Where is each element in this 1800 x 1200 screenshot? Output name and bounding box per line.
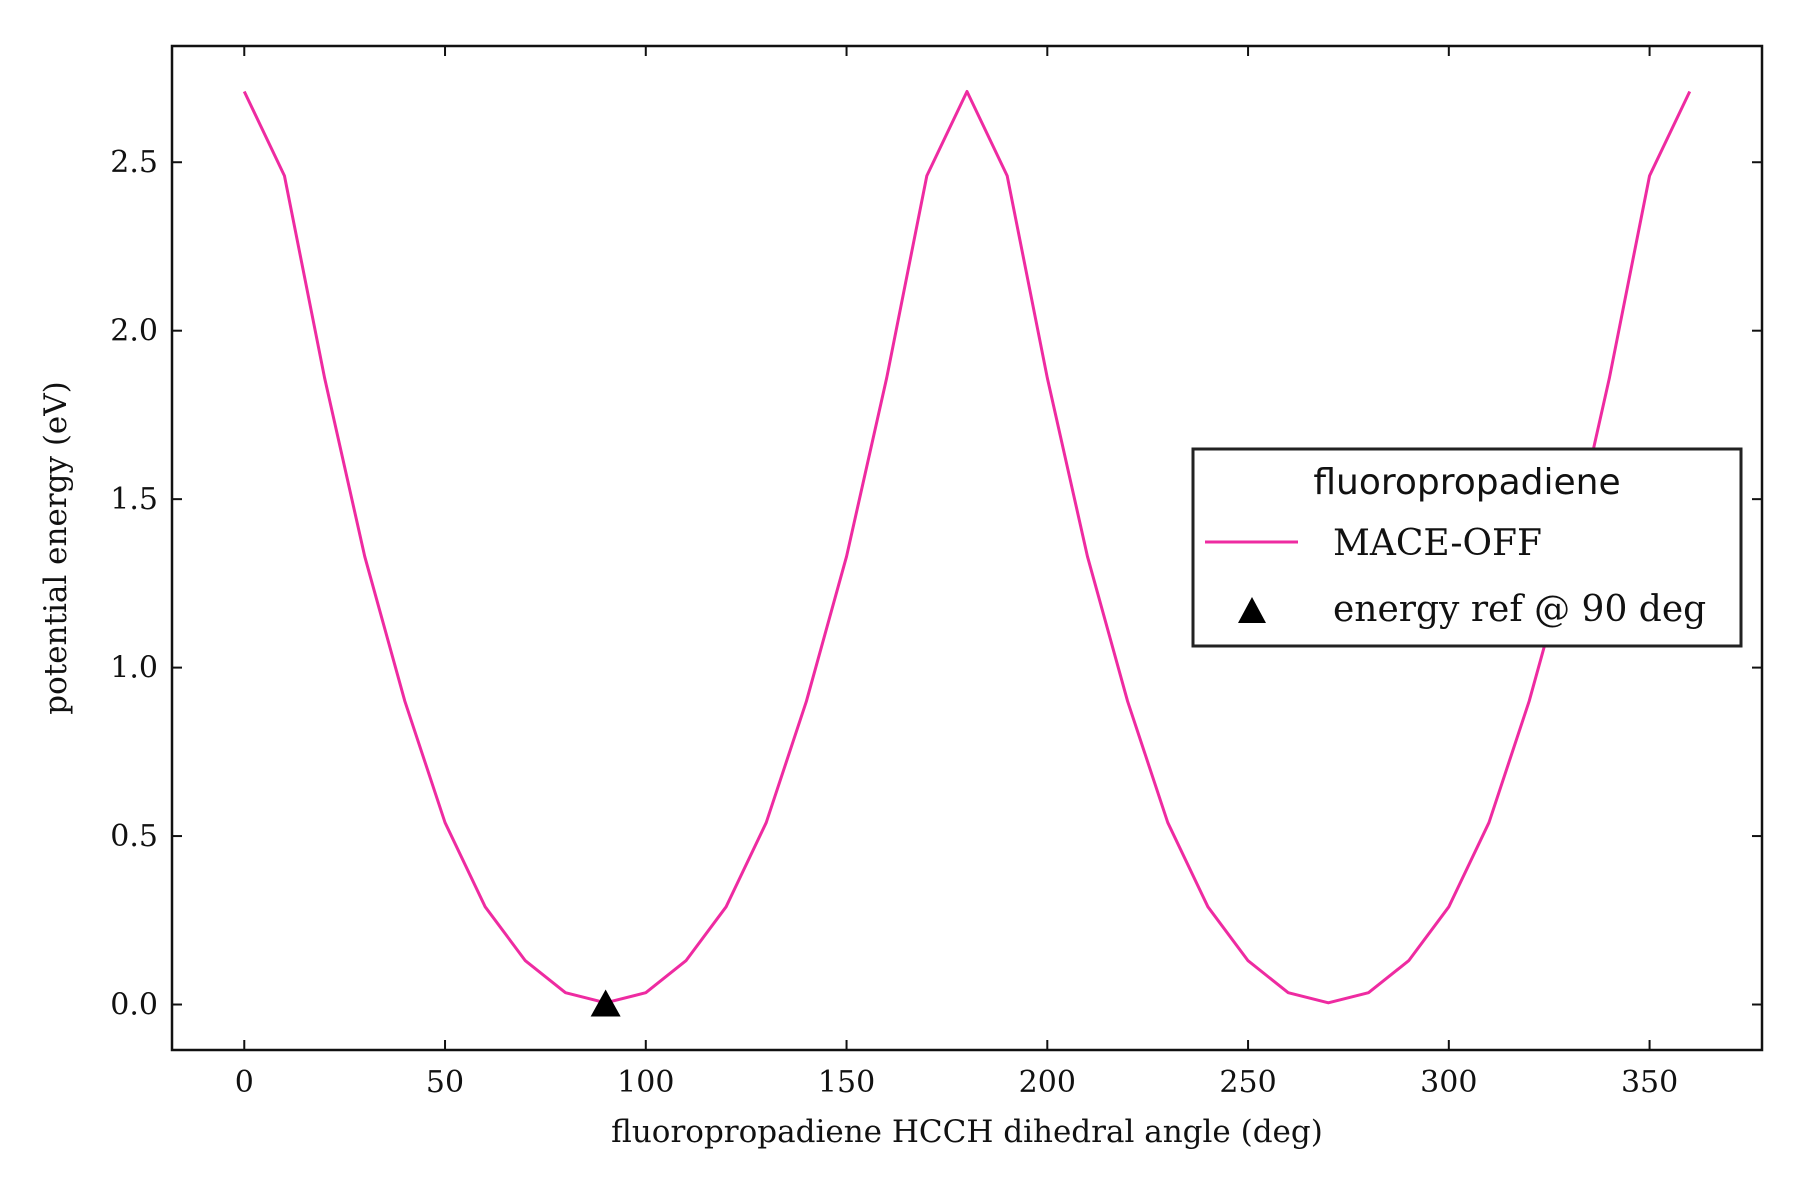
x-tick-label: 200 (1019, 1065, 1076, 1100)
y-tick-label: 1.5 (110, 482, 158, 517)
series-line-mace-off (242, 89, 1692, 1005)
y-axis-label: potential energy (eV) (38, 381, 74, 715)
legend-label-energy-ref: energy ref @ 90 deg (1333, 589, 1706, 630)
legend-swatch-energy-ref (1238, 597, 1266, 623)
x-tick-label: 50 (426, 1065, 464, 1100)
y-tick-label: 2.5 (110, 145, 158, 180)
y-tick-label: 0.5 (110, 819, 158, 854)
x-tick-label: 350 (1621, 1065, 1678, 1100)
x-tick-label: 100 (617, 1065, 674, 1100)
plot-frame (170, 44, 1764, 1052)
x-axis-label: fluoropropadiene HCCH dihedral angle (de… (611, 1114, 1323, 1150)
x-tick-label: 250 (1219, 1065, 1276, 1100)
x-tick-label: 0 (235, 1065, 254, 1100)
y-tick-label: 1.0 (110, 651, 158, 686)
x-axis-ticks: 0 50 100 150 200 250 300 350 (235, 46, 1678, 1100)
plot-area: 0 50 100 150 200 250 300 350 0.0 0.5 1.0 1.5 2.0 2.5 (110, 44, 1764, 1100)
y-tick-label: 0.0 (110, 988, 158, 1023)
legend-title: fluoropropadiene (1313, 462, 1620, 503)
marker-energy-ref (590, 989, 621, 1017)
legend-label-mace-off: MACE-OFF (1333, 523, 1542, 564)
x-tick-label: 150 (818, 1065, 875, 1100)
legend: fluoropropadiene MACE-OFF energy ref @ 9… (1191, 447, 1743, 648)
y-axis-ticks: 0.0 0.5 1.0 1.5 2.0 2.5 (110, 145, 1762, 1023)
series-layer (242, 89, 1692, 1017)
legend-box (1191, 447, 1743, 648)
y-tick-label: 2.0 (110, 314, 158, 349)
x-tick-label: 300 (1420, 1065, 1477, 1100)
